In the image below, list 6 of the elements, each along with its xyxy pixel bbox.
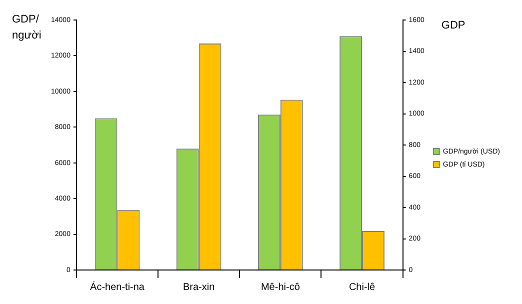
y-axis-title: GDP/ người xyxy=(12,14,42,42)
x-tick-label: Bra-xin xyxy=(183,282,215,293)
x-tick-label: Mê-hi-cô xyxy=(260,282,300,293)
x-tick-label: Ác-hen-ti-na xyxy=(90,280,145,293)
x-tick-label: Chi-lê xyxy=(348,282,376,293)
y2-axis-title: GDP xyxy=(441,20,466,32)
